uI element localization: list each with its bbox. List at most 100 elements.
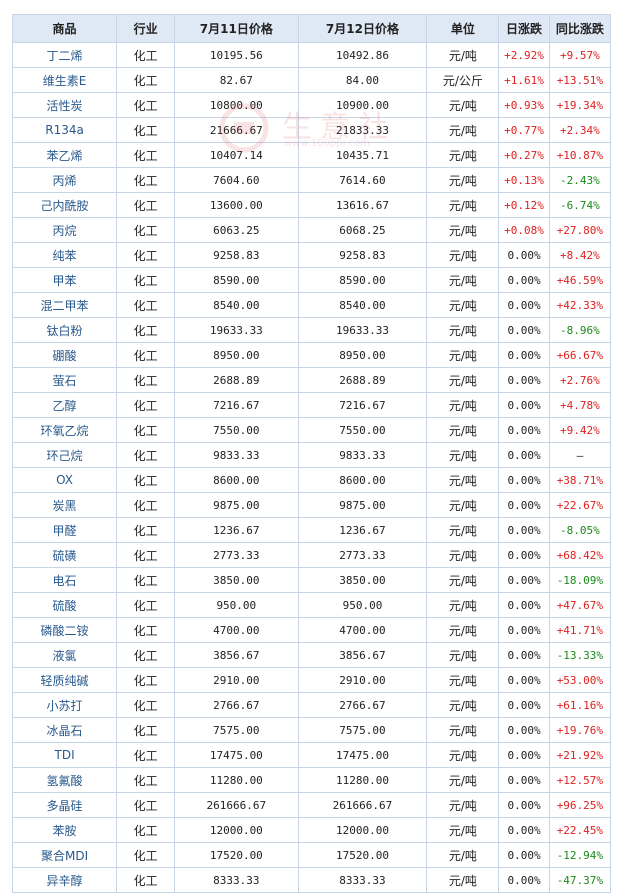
- industry-cell: 化工: [116, 142, 176, 168]
- product-name-link[interactable]: 活性炭: [11, 92, 118, 118]
- product-name-link[interactable]: 硫磺: [11, 542, 118, 568]
- product-name-link[interactable]: 环氧乙烷: [11, 417, 118, 443]
- price-table-container: 商品 行业 7月11日价格 7月12日价格 单位 日涨跌 同比涨跌 丁二烯 化工 1…: [11, 14, 612, 893]
- price-jul12-cell: 9258.83: [297, 242, 428, 268]
- price-jul11-cell: 7216.67: [174, 392, 299, 418]
- product-name-link[interactable]: 环己烷: [11, 442, 118, 468]
- price-jul12-cell: 8950.00: [297, 342, 428, 368]
- industry-cell: 化工: [116, 67, 176, 93]
- product-name-link[interactable]: R134a: [11, 117, 118, 143]
- daily-change-cell: 0.00%: [498, 492, 550, 518]
- daily-change-cell: +2.92%: [498, 42, 550, 68]
- unit-cell: 元/吨: [426, 417, 500, 443]
- table-row: 轻质纯碱 化工 2910.00 2910.00 元/吨 0.00% +53.00%: [11, 667, 612, 693]
- price-jul11-cell: 19633.33: [174, 317, 299, 343]
- price-jul12-cell: 2688.89: [297, 367, 428, 393]
- product-name-link[interactable]: TDI: [11, 742, 118, 768]
- product-name-link[interactable]: 硼酸: [11, 342, 118, 368]
- product-name-link[interactable]: 异辛醇: [11, 867, 118, 893]
- daily-change-cell: 0.00%: [498, 742, 550, 768]
- unit-cell: 元/吨: [426, 167, 500, 193]
- price-jul12-cell: 9833.33: [297, 442, 428, 468]
- table-row: 甲苯 化工 8590.00 8590.00 元/吨 0.00% +46.59%: [11, 267, 612, 293]
- product-name-link[interactable]: OX: [11, 467, 118, 493]
- daily-change-cell: 0.00%: [498, 617, 550, 643]
- table-row: 小苏打 化工 2766.67 2766.67 元/吨 0.00% +61.16%: [11, 692, 612, 718]
- header-price-jul12[interactable]: 7月12日价格: [297, 14, 428, 43]
- industry-cell: 化工: [116, 367, 176, 393]
- product-name-link[interactable]: 纯苯: [11, 242, 118, 268]
- product-name-link[interactable]: 混二甲苯: [11, 292, 118, 318]
- product-name-link[interactable]: 丙烷: [11, 217, 118, 243]
- product-name-link[interactable]: 小苏打: [11, 692, 118, 718]
- product-name-link[interactable]: 磷酸二铵: [11, 617, 118, 643]
- industry-cell: 化工: [116, 167, 176, 193]
- header-yoy-change[interactable]: 同比涨跌: [548, 14, 612, 43]
- yoy-change-cell: +46.59%: [548, 267, 612, 293]
- header-industry[interactable]: 行业: [116, 14, 176, 43]
- price-jul12-cell: 3856.67: [297, 642, 428, 668]
- price-jul11-cell: 9833.33: [174, 442, 299, 468]
- yoy-change-cell: +9.42%: [548, 417, 612, 443]
- unit-cell: 元/公斤: [426, 67, 500, 93]
- product-name-link[interactable]: 甲醛: [11, 517, 118, 543]
- product-name-link[interactable]: 炭黑: [11, 492, 118, 518]
- product-name-link[interactable]: 硫酸: [11, 592, 118, 618]
- price-jul11-cell: 4700.00: [174, 617, 299, 643]
- product-name-link[interactable]: 苯胺: [11, 817, 118, 843]
- product-name-link[interactable]: 聚合MDI: [11, 842, 118, 868]
- header-price-jul11[interactable]: 7月11日价格: [174, 14, 299, 43]
- price-jul11-cell: 950.00: [174, 592, 299, 618]
- unit-cell: 元/吨: [426, 342, 500, 368]
- product-name-link[interactable]: 丁二烯: [11, 42, 118, 68]
- daily-change-cell: 0.00%: [498, 467, 550, 493]
- unit-cell: 元/吨: [426, 242, 500, 268]
- yoy-change-cell: +68.42%: [548, 542, 612, 568]
- header-unit[interactable]: 单位: [426, 14, 500, 43]
- product-name-link[interactable]: 甲苯: [11, 267, 118, 293]
- product-name-link[interactable]: 液氯: [11, 642, 118, 668]
- product-name-link[interactable]: 轻质纯碱: [11, 667, 118, 693]
- header-product[interactable]: 商品: [11, 14, 118, 43]
- yoy-change-cell: -12.94%: [548, 842, 612, 868]
- unit-cell: 元/吨: [426, 567, 500, 593]
- table-row: 环氧乙烷 化工 7550.00 7550.00 元/吨 0.00% +9.42%: [11, 417, 612, 443]
- price-jul11-cell: 9258.83: [174, 242, 299, 268]
- price-jul12-cell: 7575.00: [297, 717, 428, 743]
- header-daily-change[interactable]: 日涨跌: [498, 14, 550, 43]
- price-jul12-cell: 11280.00: [297, 767, 428, 793]
- price-jul11-cell: 13600.00: [174, 192, 299, 218]
- daily-change-cell: 0.00%: [498, 867, 550, 893]
- industry-cell: 化工: [116, 592, 176, 618]
- product-name-link[interactable]: 维生素E: [11, 67, 118, 93]
- daily-change-cell: +0.27%: [498, 142, 550, 168]
- price-jul11-cell: 3856.67: [174, 642, 299, 668]
- product-name-link[interactable]: 多晶硅: [11, 792, 118, 818]
- product-name-link[interactable]: 己内酰胺: [11, 192, 118, 218]
- price-jul12-cell: 1236.67: [297, 517, 428, 543]
- table-row: 聚合MDI 化工 17520.00 17520.00 元/吨 0.00% -12.94%: [11, 842, 612, 868]
- daily-change-cell: 0.00%: [498, 242, 550, 268]
- industry-cell: 化工: [116, 192, 176, 218]
- product-name-link[interactable]: 乙醇: [11, 392, 118, 418]
- yoy-change-cell: +41.71%: [548, 617, 612, 643]
- product-name-link[interactable]: 丙烯: [11, 167, 118, 193]
- unit-cell: 元/吨: [426, 217, 500, 243]
- industry-cell: 化工: [116, 642, 176, 668]
- product-name-link[interactable]: 氢氟酸: [11, 767, 118, 793]
- product-name-link[interactable]: 钛白粉: [11, 317, 118, 343]
- product-name-link[interactable]: 萤石: [11, 367, 118, 393]
- product-name-link[interactable]: 苯乙烯: [11, 142, 118, 168]
- yoy-change-cell: -47.37%: [548, 867, 612, 893]
- table-row: 丙烯 化工 7604.60 7614.60 元/吨 +0.13% -2.43%: [11, 167, 612, 193]
- industry-cell: 化工: [116, 267, 176, 293]
- table-row: 硼酸 化工 8950.00 8950.00 元/吨 0.00% +66.67%: [11, 342, 612, 368]
- yoy-change-cell: +8.42%: [548, 242, 612, 268]
- price-jul11-cell: 3850.00: [174, 567, 299, 593]
- product-name-link[interactable]: 冰晶石: [11, 717, 118, 743]
- unit-cell: 元/吨: [426, 642, 500, 668]
- price-jul12-cell: 10492.86: [297, 42, 428, 68]
- yoy-change-cell: +96.25%: [548, 792, 612, 818]
- industry-cell: 化工: [116, 717, 176, 743]
- product-name-link[interactable]: 电石: [11, 567, 118, 593]
